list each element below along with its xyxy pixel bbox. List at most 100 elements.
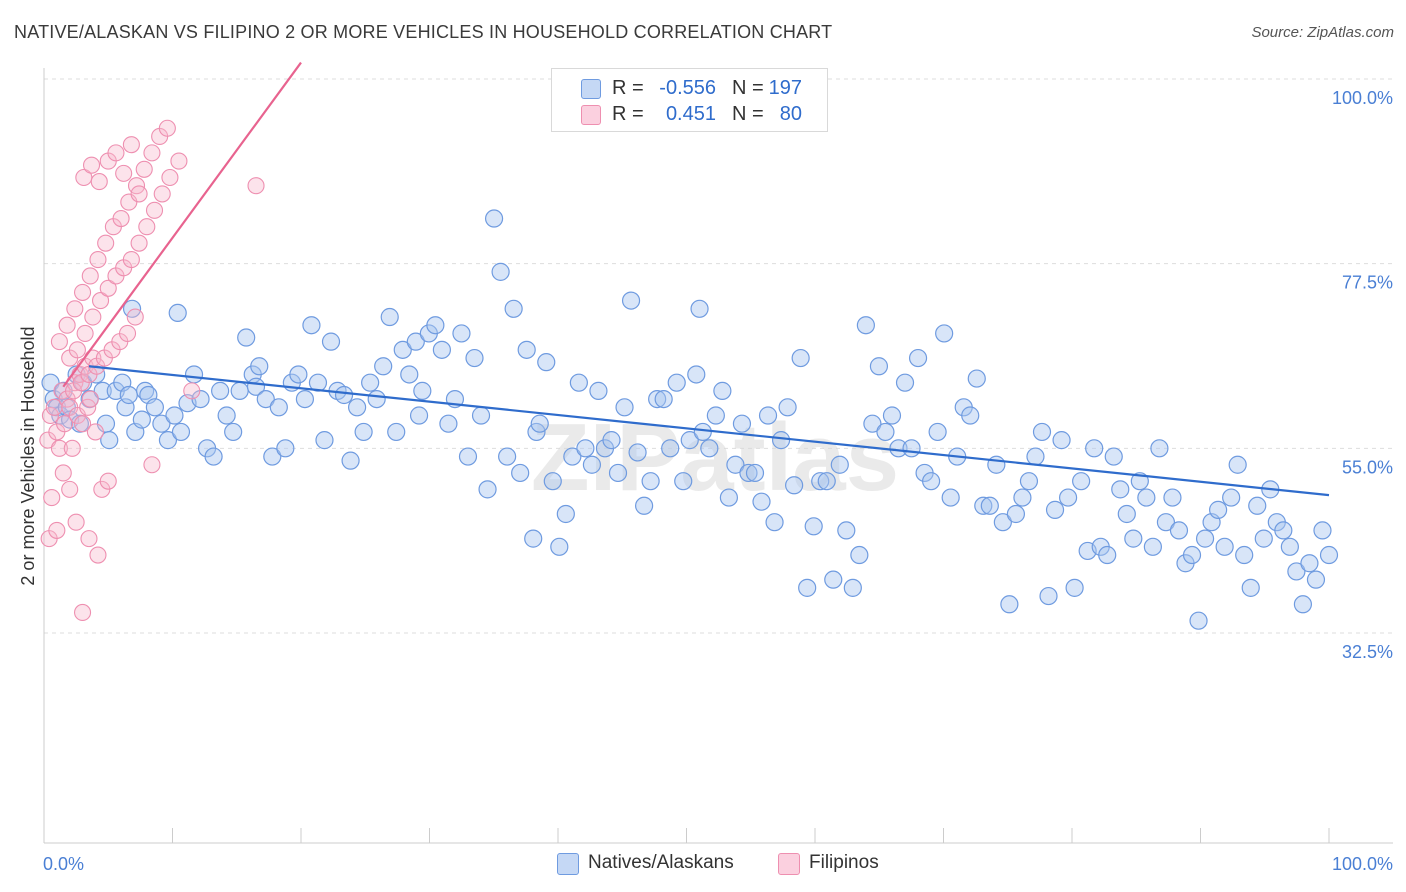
point-filipinos-56 xyxy=(138,218,156,236)
point-natives-161 xyxy=(1006,504,1026,524)
point-filipinos-75 xyxy=(115,164,133,182)
point-natives-148 xyxy=(922,472,941,491)
point-natives-128 xyxy=(791,348,810,368)
point-natives-179 xyxy=(1124,529,1143,548)
point-filipinos-25 xyxy=(74,603,92,622)
point-natives-118 xyxy=(726,455,745,474)
point-natives-182 xyxy=(1143,537,1162,556)
point-natives-164 xyxy=(1026,447,1045,466)
point-natives-207 xyxy=(1306,570,1326,589)
point-filipinos-55 xyxy=(130,234,148,252)
point-filipinos-59 xyxy=(161,168,179,187)
point-natives-112 xyxy=(690,299,709,318)
point-natives-79 xyxy=(484,209,504,228)
point-natives-150 xyxy=(935,324,954,343)
point-natives-138 xyxy=(856,316,875,335)
point-natives-56 xyxy=(341,451,360,470)
point-natives-151 xyxy=(941,488,960,507)
point-natives-205 xyxy=(1293,595,1313,614)
point-natives-154 xyxy=(961,406,980,425)
point-natives-58 xyxy=(354,422,373,442)
point-filipinos-58 xyxy=(153,185,171,203)
point-natives-188 xyxy=(1182,545,1202,565)
point-natives-28 xyxy=(168,303,187,323)
point-natives-52 xyxy=(315,431,334,450)
point-natives-51 xyxy=(308,373,328,392)
point-natives-175 xyxy=(1098,545,1117,565)
y-tick-labels: 100.0% 77.5% 55.0% 32.5% xyxy=(1332,88,1393,662)
point-natives-126 xyxy=(778,398,797,417)
point-natives-59 xyxy=(361,373,380,392)
point-natives-143 xyxy=(889,439,908,458)
point-natives-171 xyxy=(1072,472,1091,491)
point-natives-100 xyxy=(615,398,634,417)
point-filipinos-35 xyxy=(89,251,107,269)
point-natives-72 xyxy=(439,414,458,433)
point-filipinos-9 xyxy=(63,439,81,457)
point-natives-190 xyxy=(1195,529,1215,548)
point-natives-34 xyxy=(204,447,223,466)
point-natives-155 xyxy=(967,369,986,388)
point-natives-181 xyxy=(1137,488,1156,507)
point-natives-113 xyxy=(693,422,712,442)
point-natives-48 xyxy=(289,365,308,384)
x-tick-label-min: 0.0% xyxy=(43,854,84,874)
point-natives-197 xyxy=(1241,578,1260,597)
point-natives-76 xyxy=(465,348,484,368)
point-natives-103 xyxy=(635,496,654,515)
point-natives-123 xyxy=(758,406,778,425)
point-natives-116 xyxy=(713,381,732,400)
legend-row-natives: R = -0.556 N = 197 xyxy=(552,75,827,101)
legend-swatch-natives xyxy=(581,79,601,99)
series-natives-points xyxy=(41,209,1339,630)
point-filipinos-79 xyxy=(183,382,201,400)
point-natives-27 xyxy=(165,406,184,425)
point-natives-202 xyxy=(1274,521,1293,540)
point-filipinos-22 xyxy=(54,464,72,482)
point-filipinos-13 xyxy=(74,415,92,433)
trend-line-filipinos xyxy=(62,61,302,388)
point-natives-122 xyxy=(752,492,771,511)
legend-n-value-natives: 197 xyxy=(768,77,802,99)
point-filipinos-38 xyxy=(112,209,130,228)
x-tick-label-max: 100.0% xyxy=(1332,854,1393,874)
point-natives-35 xyxy=(211,381,230,400)
point-filipinos-32 xyxy=(66,300,84,318)
y-tick-label-2: 55.0% xyxy=(1342,457,1393,477)
point-filipinos-16 xyxy=(81,390,99,408)
point-natives-168 xyxy=(1052,431,1071,450)
point-filipinos-78 xyxy=(143,456,161,474)
point-natives-196 xyxy=(1235,545,1254,565)
point-natives-167 xyxy=(1045,500,1065,519)
point-natives-85 xyxy=(524,529,543,548)
point-filipinos-42 xyxy=(143,144,161,162)
point-natives-131 xyxy=(811,472,830,491)
point-natives-203 xyxy=(1280,537,1299,556)
point-natives-194 xyxy=(1222,488,1241,507)
point-filipinos-24 xyxy=(67,513,85,531)
point-natives-184 xyxy=(1156,513,1176,532)
point-natives-53 xyxy=(321,332,341,351)
point-filipinos-47 xyxy=(68,341,86,359)
trend-lines xyxy=(62,61,1330,497)
point-filipinos-49 xyxy=(84,308,102,326)
point-natives-130 xyxy=(804,517,823,536)
point-natives-176 xyxy=(1104,447,1123,466)
point-natives-162 xyxy=(1013,488,1032,507)
point-natives-110 xyxy=(680,431,699,450)
point-natives-186 xyxy=(1169,521,1189,540)
point-natives-102 xyxy=(628,443,647,462)
point-natives-38 xyxy=(230,381,249,400)
y-tick-label-1: 77.5% xyxy=(1342,273,1393,293)
trend-line-natives xyxy=(88,365,1330,497)
point-natives-84 xyxy=(517,340,536,359)
legend-r-value-filipinos: 0.451 xyxy=(665,103,716,125)
point-natives-63 xyxy=(387,422,406,442)
point-natives-140 xyxy=(869,357,889,376)
chart-source: Source: ZipAtlas.com xyxy=(1251,24,1394,41)
point-natives-146 xyxy=(908,348,928,368)
point-filipinos-48 xyxy=(76,324,94,342)
point-natives-120 xyxy=(739,463,758,483)
point-natives-29 xyxy=(171,422,191,442)
